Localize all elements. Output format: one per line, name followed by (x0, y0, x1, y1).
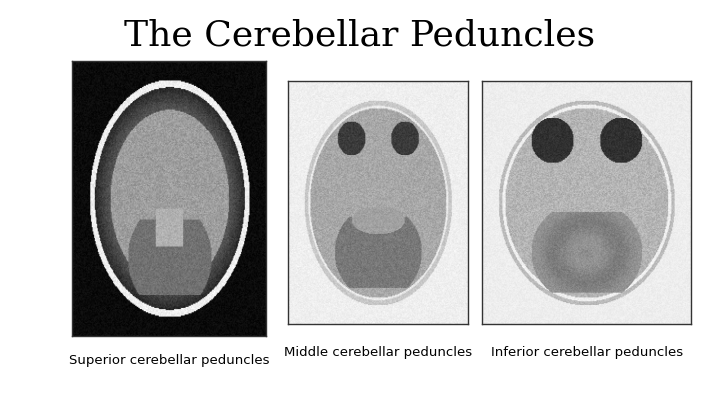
Text: Superior cerebellar peduncles: Superior cerebellar peduncles (69, 354, 269, 367)
Text: Middle cerebellar peduncles: Middle cerebellar peduncles (284, 346, 472, 359)
Text: Inferior cerebellar peduncles: Inferior cerebellar peduncles (491, 346, 683, 359)
Text: The Cerebellar Peduncles: The Cerebellar Peduncles (125, 18, 595, 52)
